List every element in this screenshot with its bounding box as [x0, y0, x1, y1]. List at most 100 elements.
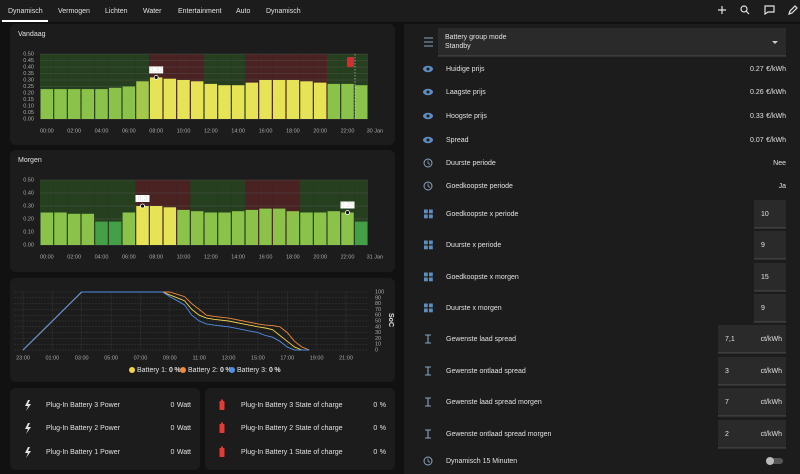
battery-icon [220, 448, 225, 457]
unit: Watt [177, 402, 191, 409]
entity-state: Nee [773, 160, 786, 167]
y-tick-label: 0.25 [23, 84, 34, 90]
bar [273, 209, 285, 245]
tab: Dynamisch [8, 8, 43, 15]
y-tick-label: 0.20 [23, 90, 34, 96]
y-tick-label: 0 [375, 347, 378, 353]
x-tick-label: 20:00 [313, 128, 327, 134]
bar [95, 89, 107, 119]
entity-state: 0% [373, 402, 386, 409]
number-icon [424, 278, 428, 282]
tab: Auto [236, 8, 251, 15]
x-tick-label: 04:00 [95, 254, 109, 260]
legend-value: 0 [220, 367, 224, 374]
entity-name: Gewenste laad spread [446, 336, 516, 343]
bar [82, 214, 94, 245]
x-tick-label: 18:00 [286, 128, 300, 134]
value: 0 [373, 449, 377, 456]
number-input[interactable] [754, 294, 786, 322]
tab: Entertainment [178, 8, 222, 15]
eye-pupil [427, 139, 430, 142]
battery-tip [221, 423, 223, 425]
legend-unit: % [274, 367, 281, 374]
bar [232, 85, 244, 119]
select-field[interactable] [438, 28, 786, 56]
number-icon [424, 304, 428, 308]
legend-value: 0 [169, 367, 173, 374]
number-value: 2 [725, 431, 729, 438]
y-tick-label: 90 [375, 295, 381, 301]
bar [259, 209, 271, 245]
number-input[interactable] [754, 231, 786, 259]
battery-tip [221, 447, 223, 449]
bar [123, 87, 135, 120]
bar [246, 83, 258, 119]
number-value: 15 [761, 274, 769, 281]
y-tick-label: 0.10 [23, 229, 34, 235]
legend-swatch[interactable] [129, 367, 135, 373]
entity-state: Ja [779, 183, 787, 190]
bar [300, 213, 312, 246]
unit: % [380, 402, 386, 409]
y-tick-label: 0.40 [23, 190, 34, 196]
bar [177, 80, 189, 119]
y-tick-label: 80 [375, 301, 381, 307]
unit: % [380, 425, 386, 432]
value-label: 0.3 [138, 196, 148, 203]
unit: €/kWh [766, 89, 786, 96]
number-icon [424, 215, 428, 219]
tab: Lichten [105, 8, 128, 15]
x-tick-label: 10:00 [177, 254, 191, 260]
number-icon [424, 246, 428, 250]
bar [328, 211, 340, 245]
legend-item[interactable]: Battery 2:0% [188, 367, 232, 374]
x-tick-label: 12:00 [204, 254, 218, 260]
y-tick-label: 0.30 [23, 203, 34, 209]
x-end-label: 31 Jan [367, 254, 384, 260]
number-value: 7,1 [725, 336, 735, 343]
x-tick-label: 19:00 [310, 355, 324, 361]
bar [109, 222, 121, 245]
entity-state: 0.27€/kWh [750, 66, 786, 73]
number-icon [424, 273, 428, 277]
legend-swatch[interactable] [229, 367, 235, 373]
bar [68, 214, 80, 245]
x-tick-label: 16:00 [259, 128, 273, 134]
entity-name: Huidige prijs [446, 66, 485, 73]
x-tick-label: 22:00 [341, 128, 355, 134]
x-tick-label: 15:00 [251, 355, 265, 361]
x-tick-label: 17:00 [280, 355, 294, 361]
entity-state: 0% [373, 425, 386, 432]
number-unit: ct/kWh [761, 431, 782, 438]
bar [177, 210, 189, 245]
battery-icon [220, 401, 225, 410]
switch-thumb[interactable] [766, 457, 774, 465]
card-title: Vandaag [18, 31, 46, 38]
entity-name: Plug-In Battery 1 State of charge [241, 449, 343, 456]
value: 0 [170, 425, 174, 432]
value-dot [154, 75, 158, 79]
x-tick-label: 18:00 [286, 254, 300, 260]
x-tick-label: 14:00 [231, 254, 245, 260]
select-label: Battery group mode [445, 34, 507, 41]
number-input[interactable] [754, 263, 786, 291]
value: 0 [373, 425, 377, 432]
entity-name: Laagste prijs [446, 89, 486, 96]
entity-name: Gewenste ontlaad spread [446, 368, 526, 375]
entity-state: 0.26€/kWh [750, 89, 786, 96]
bar [136, 206, 148, 245]
entity-name: Duurste x morgen [446, 305, 502, 312]
legend-swatch[interactable] [180, 367, 186, 373]
bar [68, 89, 80, 119]
bar [259, 80, 271, 119]
y-tick-label: 20 [375, 336, 381, 342]
legend-item[interactable]: Battery 3:0% [237, 367, 281, 374]
entity-name: Plug-In Battery 1 Power [46, 449, 121, 456]
entity-name: Plug-In Battery 2 Power [46, 425, 121, 432]
number-unit: ct/kWh [761, 399, 782, 406]
value-label: 0.25 [341, 202, 355, 209]
legend-item[interactable]: Battery 1:0% [137, 367, 181, 374]
x-tick-label: 02:00 [67, 254, 81, 260]
number-input[interactable] [754, 200, 786, 228]
number-icon [424, 241, 428, 245]
